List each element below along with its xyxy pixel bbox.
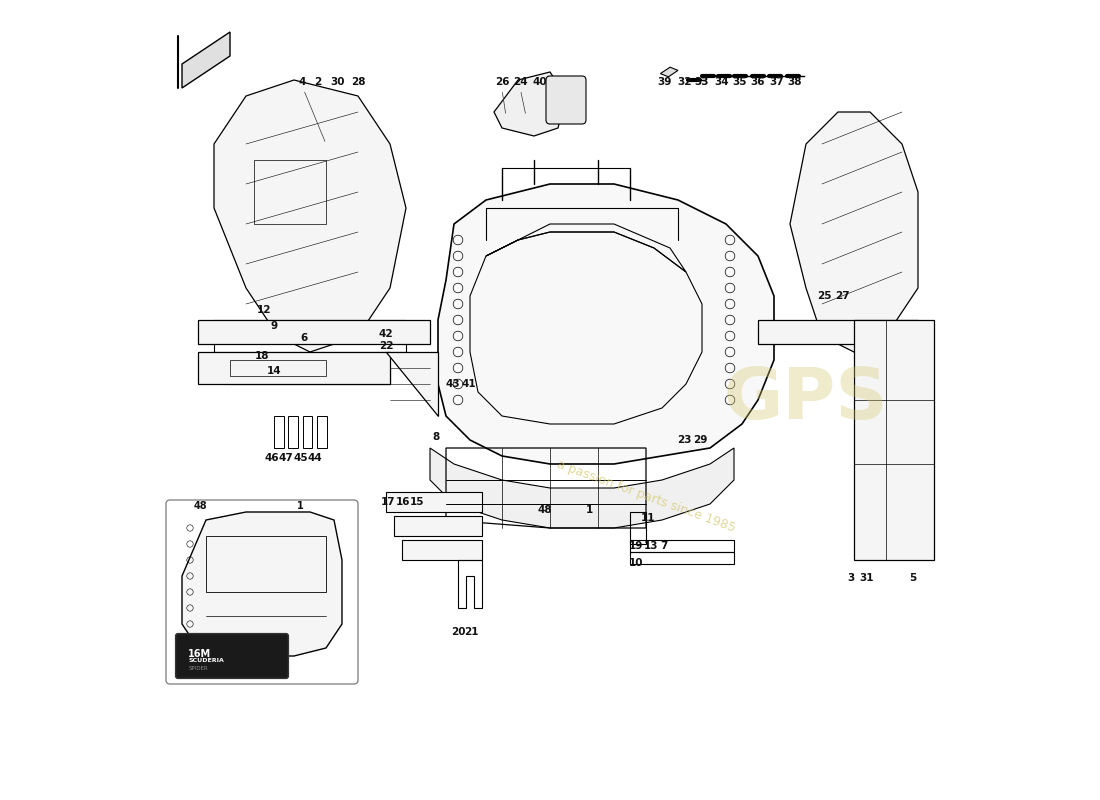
Polygon shape xyxy=(198,320,430,344)
Text: 20: 20 xyxy=(451,627,465,637)
Text: 33: 33 xyxy=(695,78,710,87)
Text: 1: 1 xyxy=(297,501,304,510)
Text: 10: 10 xyxy=(629,558,644,568)
Text: 24: 24 xyxy=(513,78,528,87)
Text: 21: 21 xyxy=(464,627,478,637)
Text: 29: 29 xyxy=(693,435,707,445)
Polygon shape xyxy=(660,67,678,77)
Text: 19: 19 xyxy=(629,541,644,550)
Text: 11: 11 xyxy=(641,514,656,523)
Text: 44: 44 xyxy=(307,454,322,463)
Text: 16: 16 xyxy=(396,498,410,507)
Text: 22: 22 xyxy=(378,341,394,350)
Text: SPIDER: SPIDER xyxy=(188,666,208,670)
Text: 42: 42 xyxy=(378,329,394,338)
Text: 35: 35 xyxy=(733,78,747,87)
Text: a passion for parts since 1985: a passion for parts since 1985 xyxy=(554,458,737,534)
Text: 40: 40 xyxy=(532,78,547,87)
Text: 5: 5 xyxy=(909,573,916,582)
Polygon shape xyxy=(854,320,934,560)
Text: 31: 31 xyxy=(859,573,874,582)
Text: 38: 38 xyxy=(788,78,802,87)
Text: 25: 25 xyxy=(817,291,832,301)
Polygon shape xyxy=(430,448,734,528)
Text: 8: 8 xyxy=(432,432,440,442)
Text: 46: 46 xyxy=(264,454,279,463)
Text: GPS: GPS xyxy=(724,366,889,434)
Polygon shape xyxy=(182,32,230,88)
Text: 9: 9 xyxy=(271,322,277,331)
Text: 45: 45 xyxy=(293,454,308,463)
Polygon shape xyxy=(386,352,438,416)
Text: 41: 41 xyxy=(461,379,475,389)
Text: 12: 12 xyxy=(257,305,272,314)
Text: 2: 2 xyxy=(315,78,321,87)
Text: 15: 15 xyxy=(410,498,425,507)
Polygon shape xyxy=(214,80,406,352)
FancyBboxPatch shape xyxy=(176,634,288,678)
Polygon shape xyxy=(394,516,482,536)
Text: 39: 39 xyxy=(657,78,672,87)
Text: 1: 1 xyxy=(585,506,593,515)
Text: 48: 48 xyxy=(538,506,552,515)
Text: SCUDERIA: SCUDERIA xyxy=(188,658,224,663)
Text: 3: 3 xyxy=(847,573,855,582)
Polygon shape xyxy=(198,352,390,384)
Polygon shape xyxy=(402,540,482,560)
Text: 18: 18 xyxy=(255,351,270,361)
Text: 32: 32 xyxy=(678,78,692,87)
Text: 48: 48 xyxy=(194,501,207,510)
Text: 6: 6 xyxy=(300,333,307,342)
Text: 36: 36 xyxy=(750,78,766,87)
Text: 4: 4 xyxy=(298,78,306,87)
Text: 17: 17 xyxy=(381,498,396,507)
Text: 27: 27 xyxy=(835,291,849,301)
FancyBboxPatch shape xyxy=(546,76,586,124)
Text: 13: 13 xyxy=(644,541,658,550)
Text: 43: 43 xyxy=(446,379,460,389)
Text: 26: 26 xyxy=(495,78,509,87)
Polygon shape xyxy=(182,512,342,656)
Text: 7: 7 xyxy=(660,541,668,550)
Text: 14: 14 xyxy=(266,366,282,376)
Text: 34: 34 xyxy=(714,78,728,87)
Text: 37: 37 xyxy=(769,78,783,87)
Polygon shape xyxy=(790,112,918,352)
Text: 47: 47 xyxy=(278,454,294,463)
Text: 16M: 16M xyxy=(188,649,211,658)
Text: 28: 28 xyxy=(351,78,365,87)
Polygon shape xyxy=(438,184,774,464)
FancyBboxPatch shape xyxy=(166,500,358,684)
Polygon shape xyxy=(494,72,566,136)
Text: 23: 23 xyxy=(678,435,692,445)
Polygon shape xyxy=(386,492,482,512)
Polygon shape xyxy=(758,320,918,344)
Text: 30: 30 xyxy=(331,78,345,87)
